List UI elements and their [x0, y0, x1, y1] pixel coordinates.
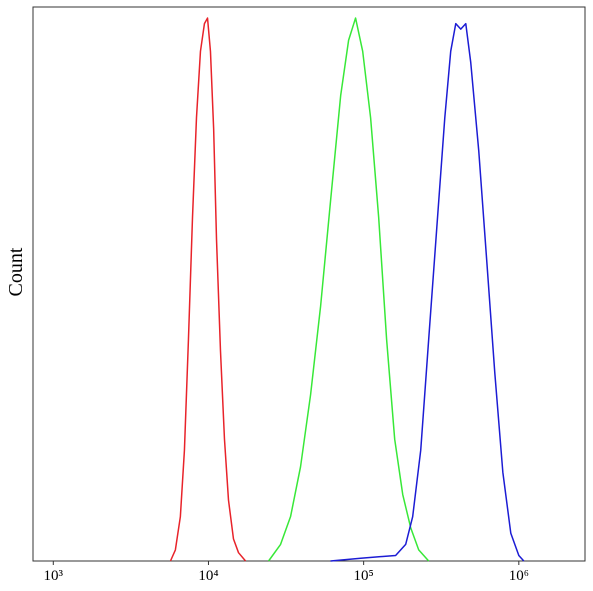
- plot-frame: [32, 6, 586, 562]
- x-tick-label: 10⁶: [509, 568, 529, 584]
- x-tick-label: 10⁵: [354, 568, 374, 584]
- histogram-line: [169, 17, 247, 562]
- x-tick-label: 10⁴: [198, 568, 218, 584]
- x-tick-label: 10³: [44, 568, 64, 584]
- histogram-line: [330, 22, 525, 562]
- histogram-line: [267, 17, 430, 562]
- y-axis-label: Count: [5, 247, 27, 296]
